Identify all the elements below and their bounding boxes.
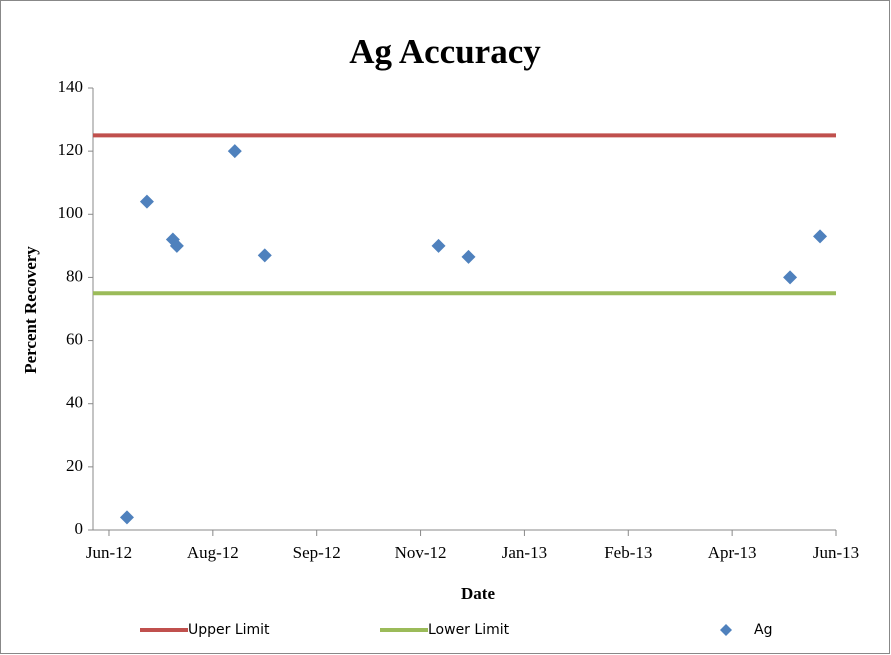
y-tick-label: 60 [66, 329, 83, 348]
y-tick-label: 80 [66, 266, 83, 285]
x-tick-label: Jun-12 [86, 543, 132, 562]
point [227, 144, 242, 159]
x-tick-label: Feb-13 [604, 543, 652, 562]
y-tick-label: 0 [75, 519, 84, 538]
point [119, 510, 134, 525]
point [169, 238, 184, 253]
x-tick-label: Apr-13 [708, 543, 757, 562]
chart-title: Ag Accuracy [349, 32, 541, 71]
legend-label: Lower Limit [428, 622, 510, 638]
x-tick-label: Sep-12 [293, 543, 341, 562]
point [257, 248, 272, 263]
y-tick-label: 40 [66, 393, 83, 412]
y-tick-label: 20 [66, 456, 83, 475]
x-tick-label: Jun-13 [813, 543, 859, 562]
point [431, 238, 446, 253]
point [461, 249, 476, 264]
legend-label: Ag [754, 622, 772, 638]
point [783, 270, 798, 285]
legend-swatch [720, 624, 732, 636]
x-tick-label: Nov-12 [395, 543, 447, 562]
y-tick-label: 140 [58, 77, 84, 96]
point [139, 194, 154, 209]
y-axis-label: Percent Recovery [21, 246, 40, 374]
x-axis-label: Date [461, 584, 495, 603]
y-tick-label: 120 [58, 140, 84, 159]
point [813, 229, 828, 244]
x-tick-label: Jan-13 [502, 543, 547, 562]
legend-label: Upper Limit [188, 622, 270, 638]
x-tick-label: Aug-12 [187, 543, 239, 562]
y-tick-label: 100 [58, 203, 84, 222]
